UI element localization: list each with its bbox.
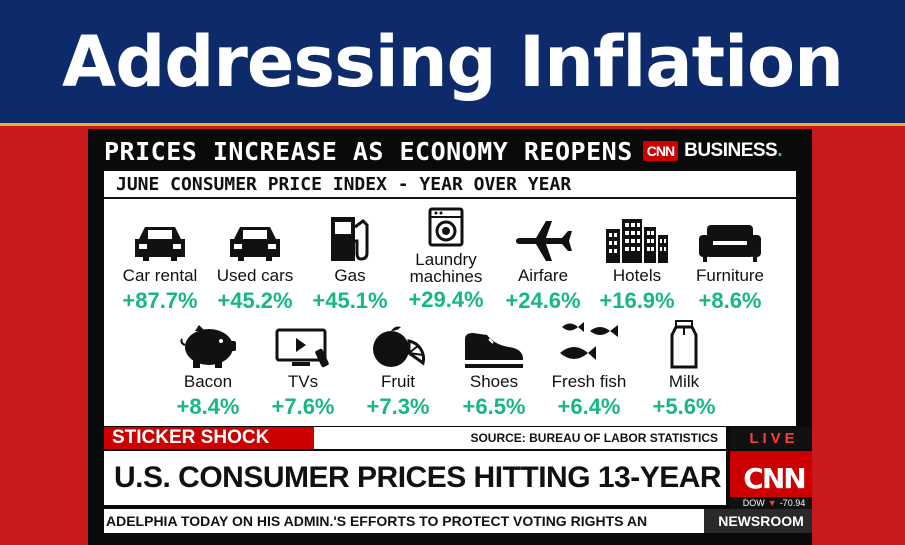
sticker-tag: STICKER SHOCK <box>104 427 314 449</box>
shoe-icon <box>444 315 544 369</box>
car-icon <box>110 209 210 263</box>
washing-machine-icon <box>396 205 496 247</box>
cpi-item-used-cars: Used cars +45.2% <box>205 209 305 314</box>
cpi-item-milk: Milk +5.6% <box>634 315 734 420</box>
hotel-building-icon <box>587 209 687 263</box>
lower-third: STICKER SHOCK SOURCE: BUREAU OF LABOR ST… <box>104 427 812 545</box>
down-arrow-icon: ▼ <box>767 498 777 508</box>
cpi-item-gas: Gas +45.1% <box>300 209 400 314</box>
tv-screen: PRICES INCREASE AS ECONOMY REOPENS CNN B… <box>88 129 812 545</box>
tv-icon <box>253 315 353 369</box>
panel-subtitle: JUNE CONSUMER PRICE INDEX - YEAR OVER YE… <box>104 171 796 199</box>
program-name: NEWSROOM <box>704 509 812 533</box>
cpi-item-car-rental: Car rental +87.7% <box>110 209 210 314</box>
top-banner: Addressing Inflation <box>0 0 905 126</box>
business-label: BUSINESS. <box>684 140 783 161</box>
cpi-item-bacon: Bacon +8.4% <box>158 315 258 420</box>
airplane-icon <box>493 209 593 263</box>
graphic-title: PRICES INCREASE AS ECONOMY REOPENS <box>104 136 633 166</box>
graphic-header: PRICES INCREASE AS ECONOMY REOPENS CNN B… <box>104 133 796 169</box>
cpi-item-airfare: Airfare +24.6% <box>493 209 593 314</box>
car-icon <box>205 209 305 263</box>
source-line: SOURCE: BUREAU OF LABOR STATISTICS <box>314 427 726 449</box>
fish-icon <box>539 315 639 369</box>
cpi-item-shoes: Shoes +6.5% <box>444 315 544 420</box>
fruit-icon <box>348 315 448 369</box>
headline-text: U.S. CONSUMER PRICES HITTING 13-YEAR HIG… <box>114 461 802 494</box>
cpi-item-fruit: Fruit +7.3% <box>348 315 448 420</box>
milk-carton-icon <box>634 315 734 369</box>
cpi-item-fresh-fish: Fresh fish +6.4% <box>539 315 639 420</box>
news-ticker: ADELPHIA TODAY ON HIS ADMIN.'S EFFORTS T… <box>104 509 704 533</box>
live-badge: LIVE <box>730 427 812 449</box>
pig-icon <box>158 315 258 369</box>
cpi-item-laundry-machines: Laundry machines +29.4% <box>396 205 496 313</box>
cpi-item-hotels: Hotels +16.9% <box>587 209 687 314</box>
cpi-item-tvs: TVs +7.6% <box>253 315 353 420</box>
cnn-mini-logo: CNN <box>642 141 679 161</box>
cnn-logo: CNN <box>730 451 812 505</box>
sofa-icon <box>680 209 780 263</box>
dow-ticker: DOW ▼ -70.94 <box>730 497 812 509</box>
headline-bar: U.S. CONSUMER PRICES HITTING 13-YEAR HIG… <box>104 451 802 505</box>
cpi-item-furniture: Furniture +8.6% <box>680 209 780 314</box>
banner-title: Addressing Inflation <box>62 20 844 103</box>
cpi-panel: JUNE CONSUMER PRICE INDEX - YEAR OVER YE… <box>104 171 796 426</box>
gas-pump-icon <box>300 209 400 263</box>
